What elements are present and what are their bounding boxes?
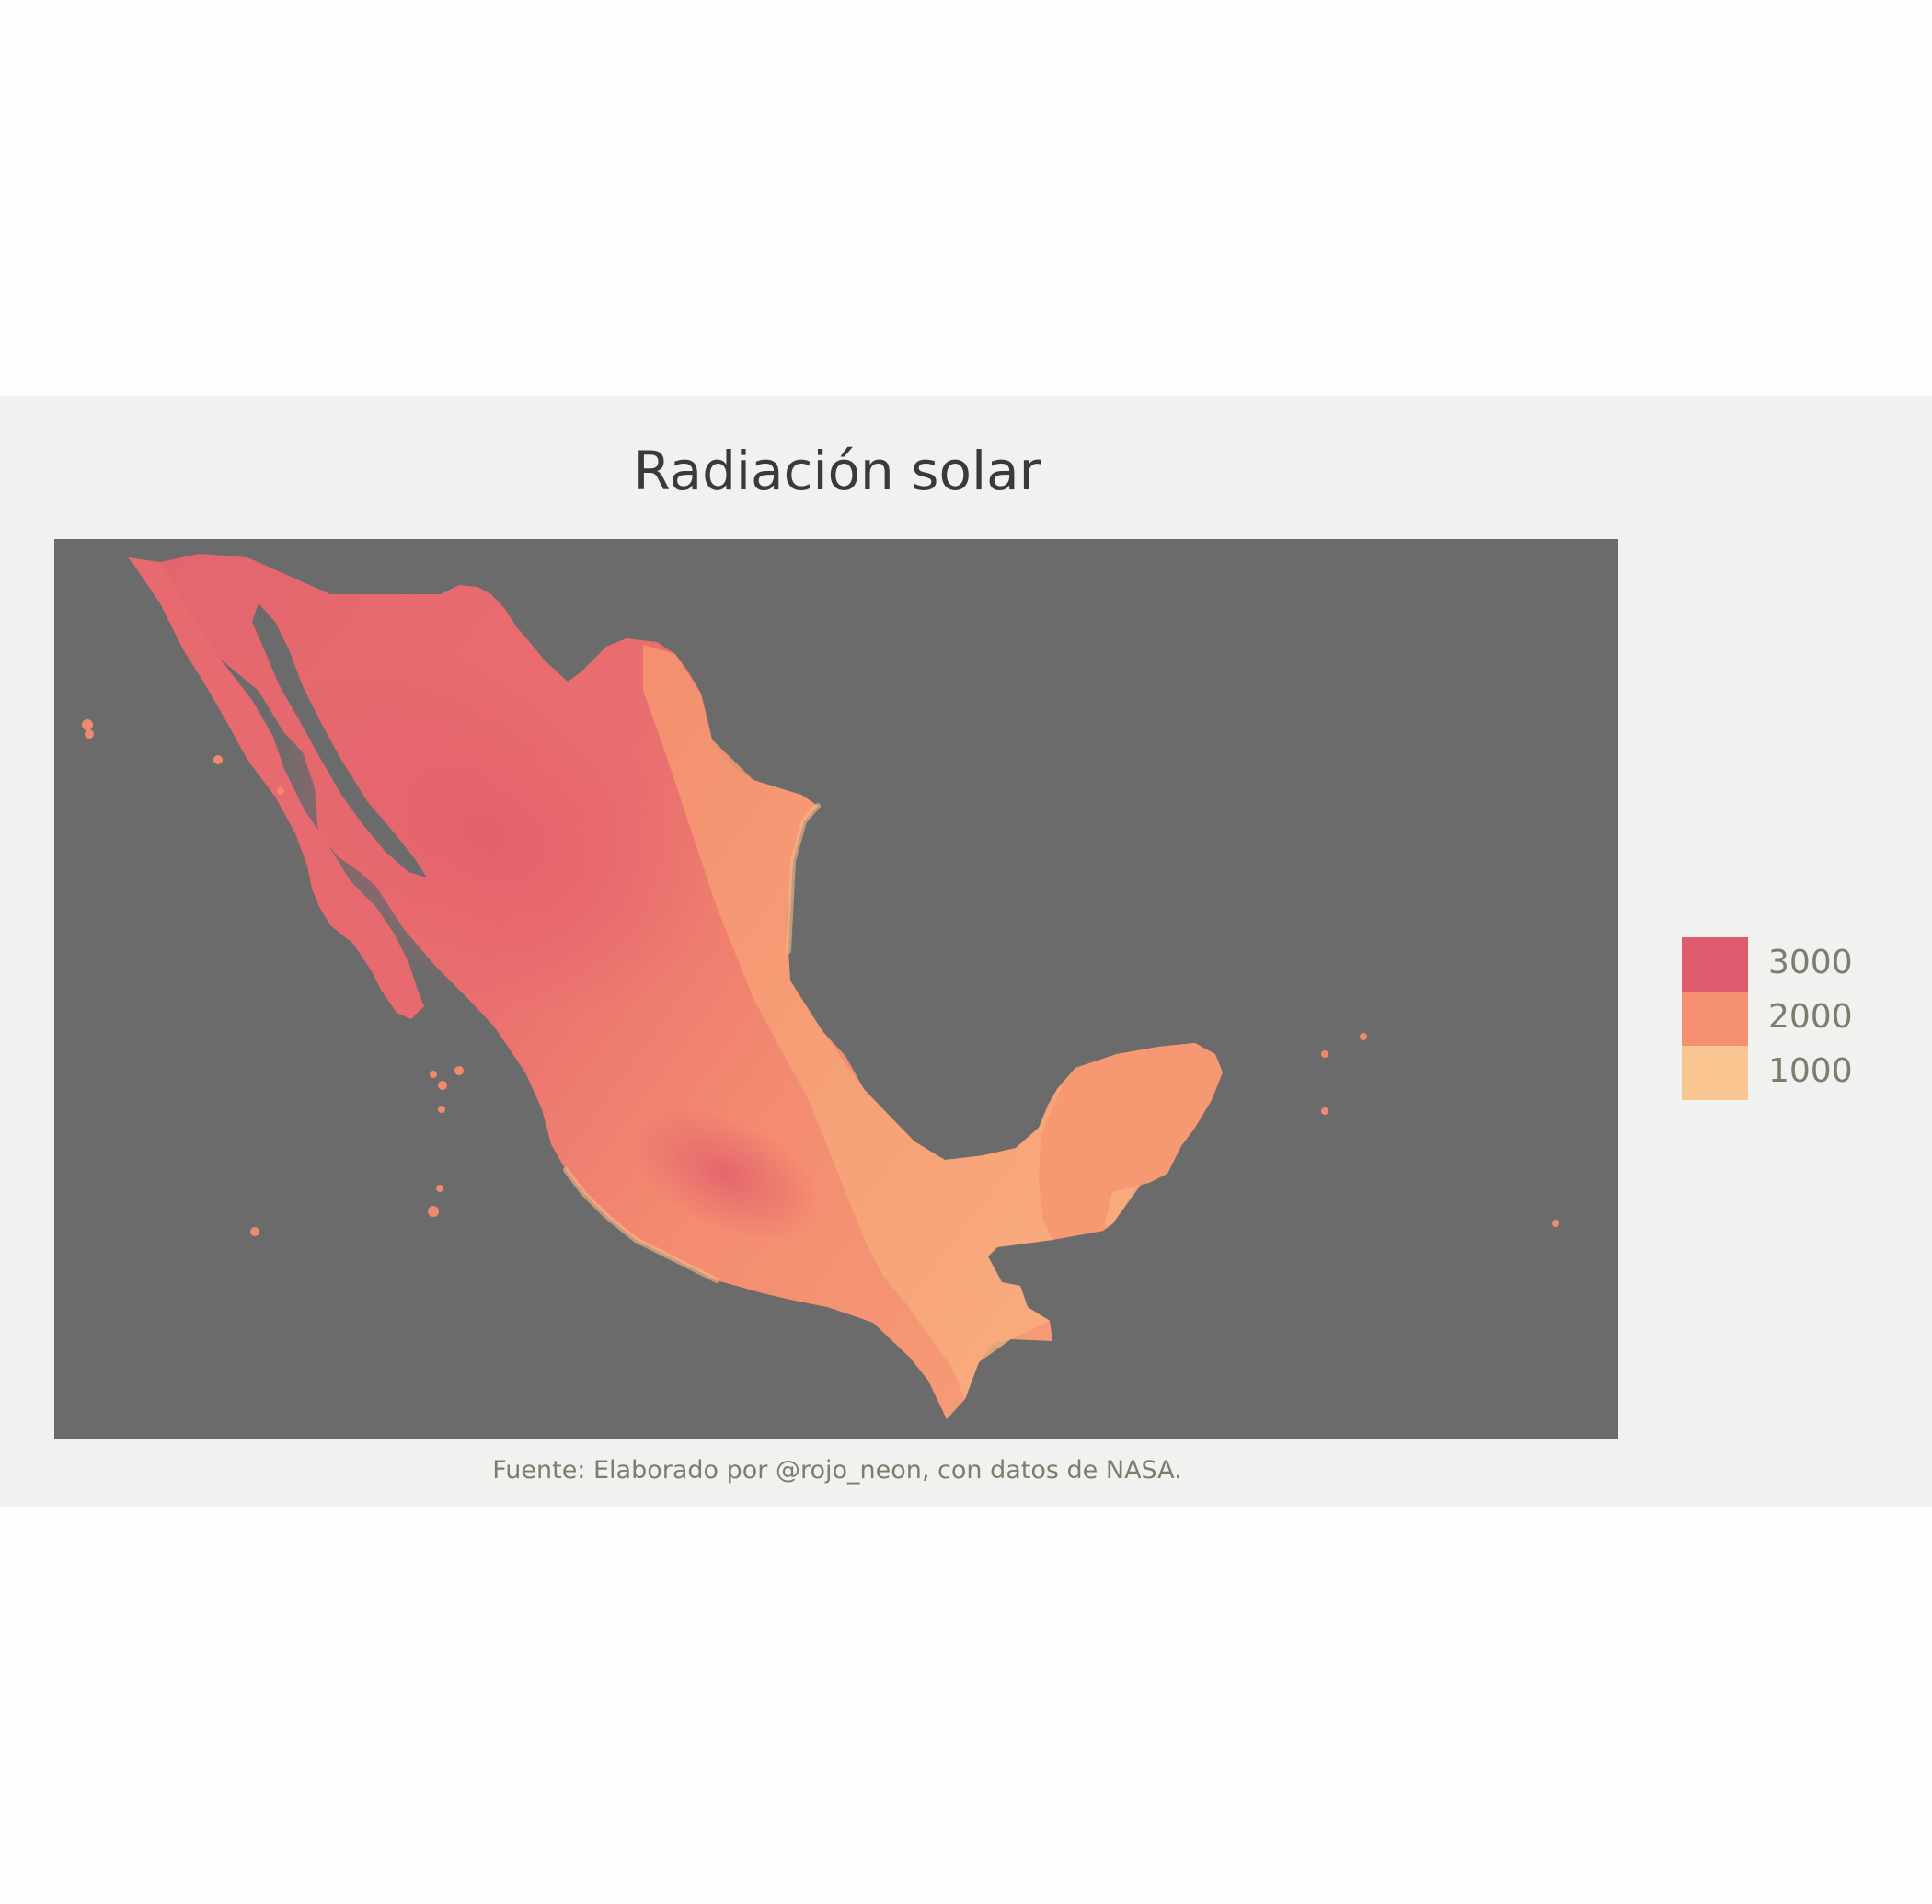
island	[250, 1227, 259, 1236]
island	[454, 1066, 464, 1075]
mexico-map	[82, 554, 1559, 1419]
island	[1321, 1107, 1328, 1115]
island	[85, 729, 94, 739]
map-panel	[54, 539, 1618, 1439]
source-caption: Fuente: Elaborado por @rojo_neon, con da…	[492, 1456, 1182, 1485]
island	[277, 787, 284, 795]
south-highlands-shading	[631, 1107, 821, 1240]
legend: 3000 2000 1000	[1682, 937, 1912, 1100]
island	[1360, 1033, 1367, 1040]
island	[213, 755, 223, 764]
legend-item-3000: 3000	[1682, 937, 1912, 992]
yucatan-peninsula	[1039, 1043, 1223, 1240]
islands	[82, 719, 1559, 1236]
island	[428, 1206, 439, 1217]
legend-label-2000: 2000	[1768, 998, 1853, 1036]
legend-swatch-3000	[1682, 937, 1748, 992]
island	[438, 1106, 445, 1113]
legend-swatch-1000	[1682, 1046, 1748, 1100]
coastal-highlights	[563, 803, 821, 1283]
baja-california	[128, 557, 424, 1019]
map-title: Radiación solar	[633, 440, 1041, 502]
island	[430, 1071, 437, 1078]
island	[436, 1185, 443, 1192]
island	[1552, 1220, 1559, 1227]
figure-background: Radiación solar	[0, 396, 1932, 1507]
gulf-of-california	[252, 603, 427, 877]
legend-label-3000: 3000	[1768, 944, 1853, 981]
island	[1321, 1050, 1328, 1058]
legend-label-1000: 1000	[1768, 1052, 1853, 1090]
island	[438, 1081, 447, 1090]
legend-item-2000: 2000	[1682, 992, 1912, 1046]
island	[82, 719, 93, 730]
legend-swatch-2000	[1682, 992, 1748, 1046]
legend-item-1000: 1000	[1682, 1046, 1912, 1100]
